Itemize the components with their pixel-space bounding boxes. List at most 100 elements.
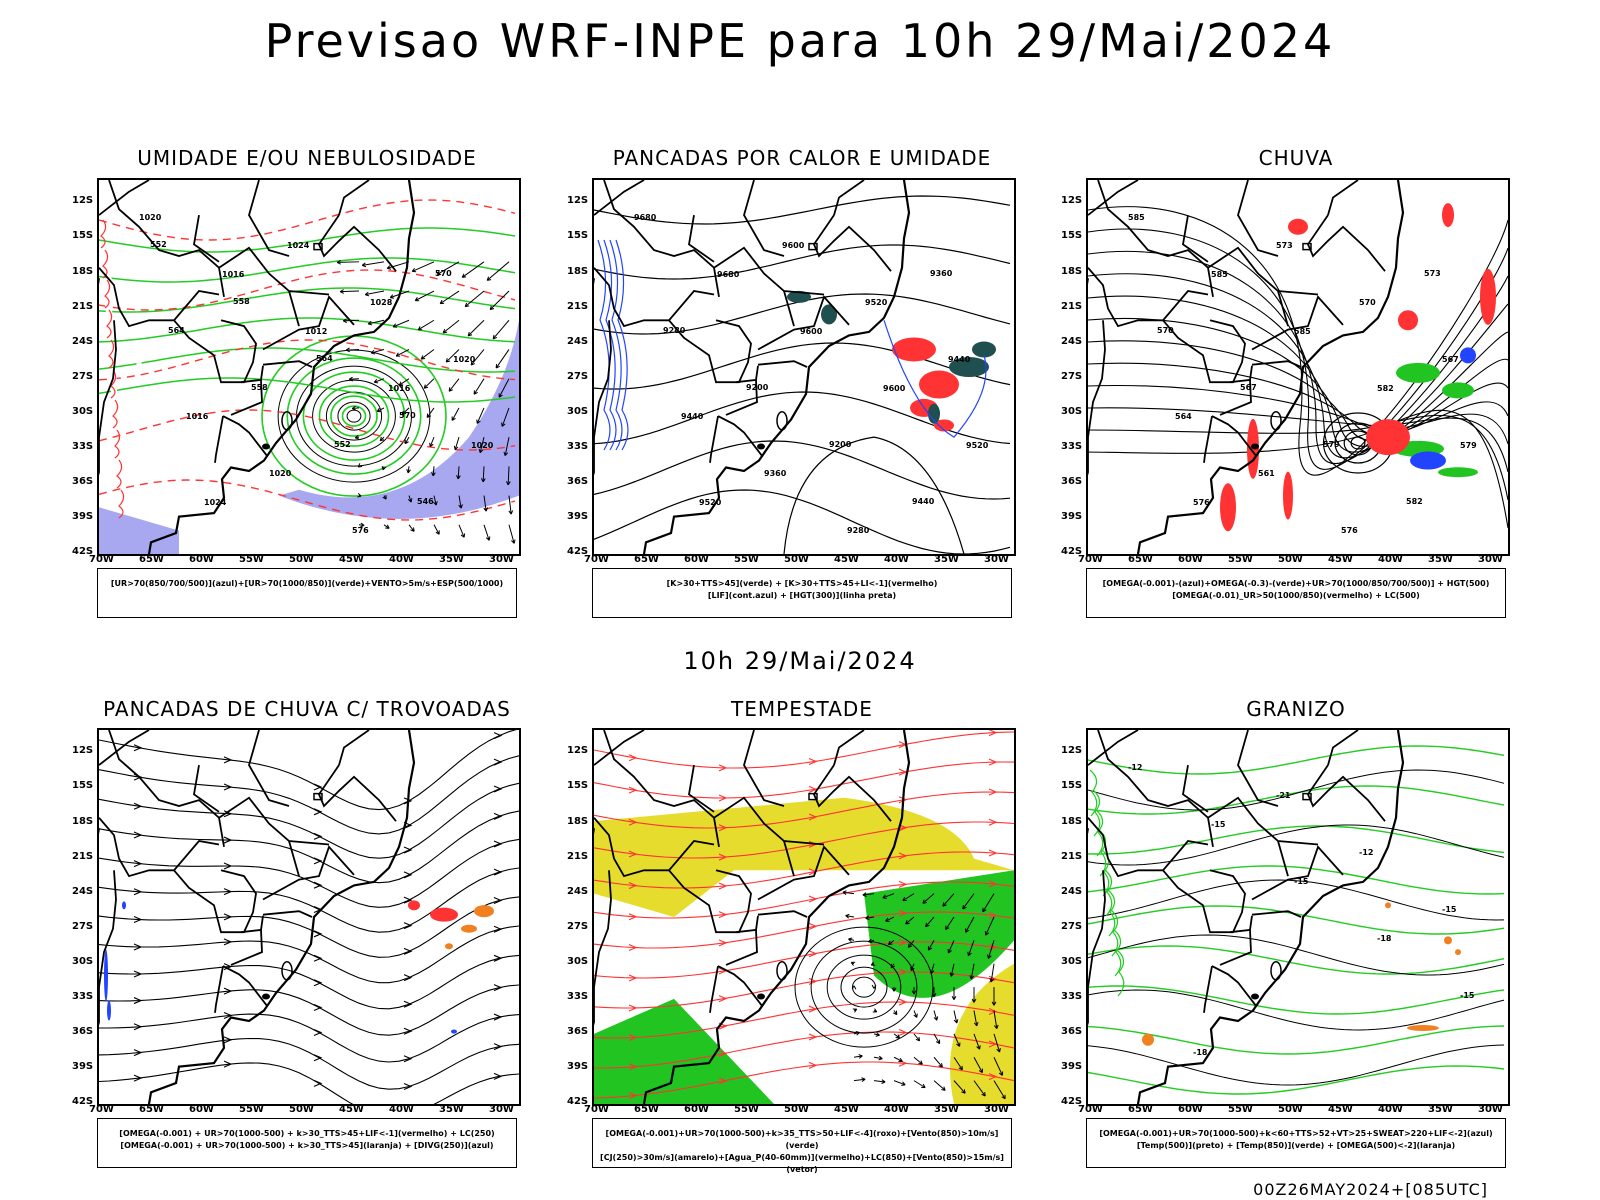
streamline [594,971,1014,1009]
streamline-arrow [493,785,503,793]
wind-vector [862,892,875,897]
teal-shade [787,290,811,303]
orange-shade [1142,1033,1154,1046]
streamline-arrow [898,1028,908,1036]
contour-line [594,195,1011,225]
contour-label: 582 [1406,497,1423,506]
legend-box: [OMEGA(-0.001) + UR>70(1000-500) + k>30_… [97,1118,517,1168]
lif-contour [609,239,623,451]
streamline-arrow [313,979,323,987]
lat-tick-label: 27S [567,920,589,932]
wind-vector [407,495,413,503]
streamline-arrow [403,846,413,854]
lon-tick-label: 60W [1178,1104,1203,1115]
contour-label: 585 [1128,213,1145,222]
wind-vector [458,495,463,509]
political-border [214,415,224,463]
contour-line [341,405,367,427]
legend-box: [OMEGA(-0.001)+UR>70(1000-500)+k<60+TTS>… [1086,1118,1506,1168]
red-shade [430,907,458,922]
streamline [594,731,1014,769]
wind-vector [913,1056,923,1065]
lon-tick-label: 55W [239,1104,264,1115]
red-shade [1366,419,1410,456]
lat-tick-label: 39S [567,1060,589,1072]
df-box [1302,242,1312,251]
political-border [1277,840,1289,877]
streamline-arrow [988,911,998,919]
hgt-contour [1088,250,1508,464]
green-shade [1396,362,1440,383]
streamline-arrow [718,882,728,890]
forecast-time-subtitle: 10h 29/Mai/2024 [683,647,917,675]
lon-tick-label: 45W [1328,1104,1353,1115]
political-border [1327,180,1359,216]
lagoa-mirim [1251,993,1259,1000]
contour-line [594,244,1011,280]
legend-line: [CJ(250)>30m/s](amarelo)+[Agua_P(40-60mm… [600,1153,1004,1174]
contour-label: 546 [417,497,434,506]
lon-tick-label: 35W [439,554,464,565]
streamline-arrow [133,802,143,810]
political-border [230,929,263,966]
political-border [1277,290,1289,327]
wind-vector [470,349,485,366]
wind-vector [945,916,955,931]
lat-tick-label: 12S [1061,745,1083,757]
political-border [1237,730,1279,807]
blue-shade [1410,451,1446,470]
political-border [108,180,225,298]
political-border [812,214,892,272]
wind-vector [376,407,385,413]
wind-vector [420,349,435,360]
contour-line [99,317,516,343]
political-border [222,415,268,457]
map-canvas: -12 -15 -15 -18 -15 -18 -21 -12 -15 [1088,730,1505,1104]
streamline-arrow [988,849,998,857]
wind-vector [473,378,485,395]
wind-vector [508,495,514,515]
streamline-arrow [403,797,413,805]
wind-vector [993,1057,1004,1076]
legend-box: [OMEGA(-0.001)-(azul)+OMEGA(-0.3)-(verde… [1086,568,1506,618]
streamline-arrow [718,1050,728,1058]
lat-tick-label: 18S [567,815,589,827]
streamline-arrow [313,1054,323,1062]
lat-tick-label: 36S [72,475,94,487]
wind-shade [864,870,1014,998]
lon-tick-label: 30W [984,1104,1009,1115]
political-border [603,180,720,298]
political-border [218,246,330,296]
contour-label: 1016 [186,412,209,421]
contour-label: -15 [1294,877,1309,886]
streamline-arrow [898,880,908,888]
wind-vector [953,1010,959,1024]
streamline-arrow [628,974,638,982]
political-border [833,730,865,766]
lon-tick-label: 35W [934,554,959,565]
map-canvas [99,730,519,1104]
contour-label: 9200 [829,440,852,449]
political-border [743,730,785,807]
wind-vector [971,987,977,1003]
wind-vector [423,378,435,389]
political-border [262,295,355,351]
contour-line [99,409,516,451]
contour-line [1350,436,1366,450]
coastline-east [147,180,416,554]
political-border [783,840,795,877]
panel-title: TEMPESTADE [731,697,873,721]
lat-tick-label: 39S [567,510,589,522]
political-border [717,965,763,1007]
streamline-arrow [628,1004,638,1012]
political-border [1088,817,1209,878]
contour-label: 573 [1424,269,1441,278]
lat-tick-label: 18S [1061,265,1083,277]
political-border [218,796,330,846]
contour-line [1088,1044,1505,1086]
streamline-arrow [133,1049,143,1057]
wind-vector [373,378,385,384]
temp-contour [1095,809,1104,857]
lat-tick-label: 30S [567,955,589,967]
lat-tick-label: 24S [567,335,589,347]
